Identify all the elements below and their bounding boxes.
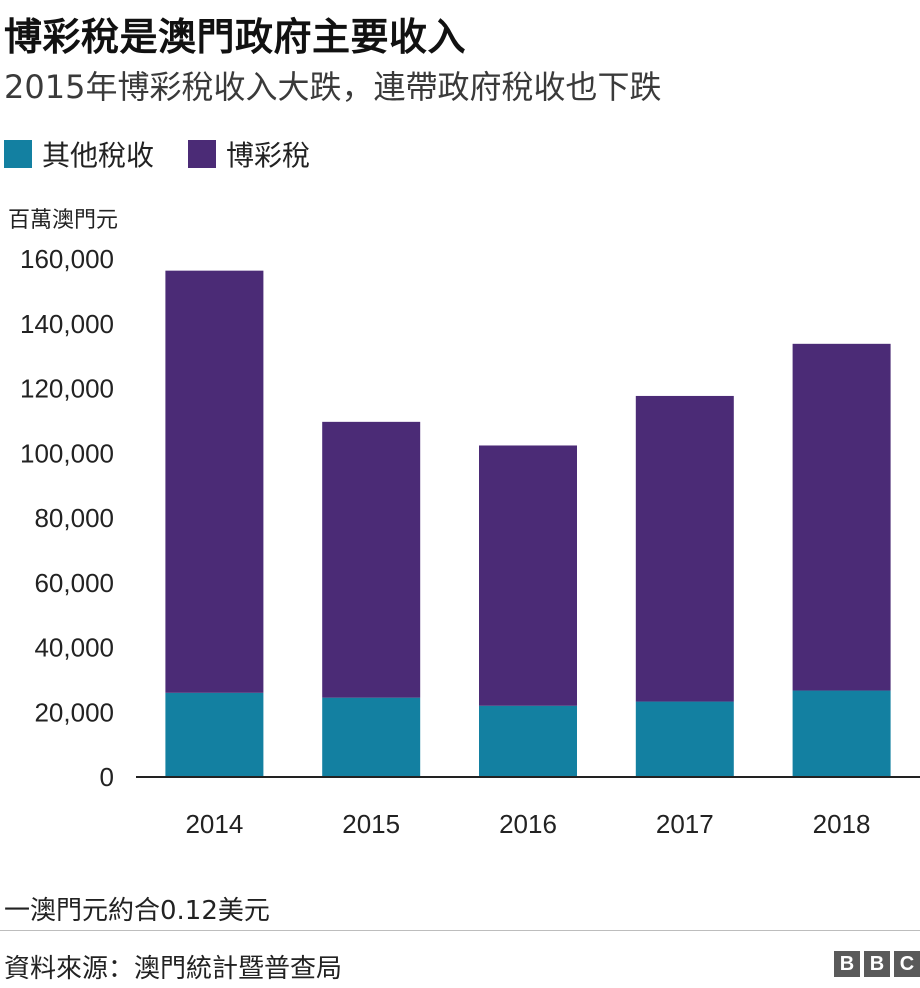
bbc-logo: B B C (830, 951, 920, 977)
bar-segment-gaming-tax (792, 343, 891, 691)
y-tick-label: 160,000 (20, 244, 114, 274)
x-tick-label: 2018 (813, 809, 871, 839)
legend-swatch-gaming-tax (188, 140, 217, 168)
x-tick-label: 2016 (499, 809, 557, 839)
y-tick-label: 100,000 (20, 438, 114, 468)
x-tick-label: 2017 (656, 809, 714, 839)
bar-segment-other-tax (635, 701, 734, 777)
legend-label-gaming-tax: 博彩稅 (226, 139, 311, 172)
bar-segment-other-tax (479, 705, 577, 777)
currency-note: 一澳門元約合0.12美元 (4, 896, 270, 926)
footer-divider (0, 930, 920, 931)
source-text: 資料來源：澳門統計暨普查局 (4, 954, 343, 984)
bar-segment-gaming-tax (322, 421, 421, 698)
bar-segment-gaming-tax (165, 270, 264, 693)
bar-segment-gaming-tax (635, 395, 734, 702)
legend-label-other-tax: 其他稅收 (42, 139, 155, 172)
y-tick-label: 120,000 (20, 374, 114, 404)
y-tick-label: 60,000 (34, 568, 114, 598)
y-tick-label: 80,000 (34, 503, 114, 533)
bbc-logo-letter: C (894, 951, 920, 977)
y-tick-label: 140,000 (20, 309, 114, 339)
stacked-bar-chart: 0 20,000 40,000 60,000 80,000 100,000 120,000 1… (20, 244, 920, 839)
bar-segment-other-tax (792, 690, 891, 777)
chart-subtitle: 2015年博彩稅收入大跌，連帶政府稅收也下跌 (4, 68, 662, 106)
bbc-logo-letter: B (834, 951, 860, 977)
legend-item-other-tax: 其他稅收 (4, 134, 154, 174)
x-tick-label: 2015 (342, 809, 400, 839)
legend-swatch-other-tax (4, 140, 32, 168)
y-axis-unit-label: 百萬澳門元 (8, 208, 119, 233)
bbc-logo-letter: B (864, 951, 890, 977)
bar-segment-gaming-tax (479, 445, 577, 706)
legend: 其他稅收 博彩稅 (4, 136, 344, 172)
y-tick-label: 20,000 (34, 697, 114, 727)
legend-item-gaming-tax: 博彩稅 (188, 134, 310, 174)
chart-title: 博彩稅是澳門政府主要收入 (4, 15, 467, 59)
y-tick-label: 40,000 (34, 633, 114, 663)
bar-segment-other-tax (322, 697, 421, 777)
y-tick-label: 0 (100, 762, 114, 792)
x-tick-label: 2014 (185, 809, 243, 839)
bar-segment-other-tax (165, 692, 264, 777)
